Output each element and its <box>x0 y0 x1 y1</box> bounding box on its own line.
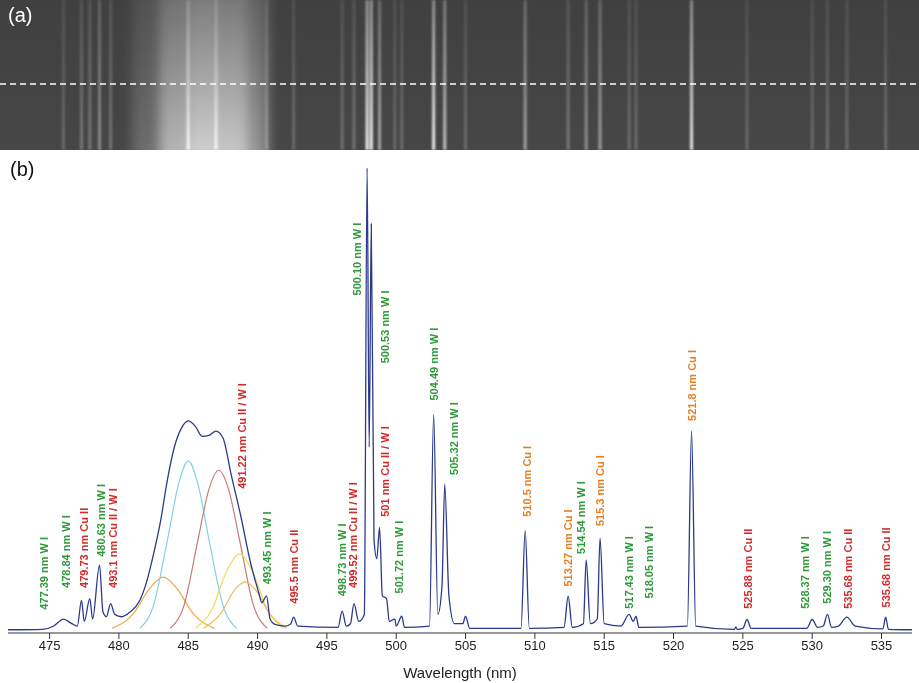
svg-text:520: 520 <box>663 638 685 653</box>
svg-text:510: 510 <box>524 638 546 653</box>
svg-text:535.68 nm Cu II: 535.68 nm Cu II <box>880 527 892 607</box>
svg-text:513.27 nm Cu I: 513.27 nm Cu I <box>562 509 574 586</box>
svg-text:525.88 nm Cu II: 525.88 nm Cu II <box>742 529 754 609</box>
svg-text:485: 485 <box>177 638 199 653</box>
svg-text:500.53 nm W I: 500.53 nm W I <box>379 291 391 364</box>
svg-text:535: 535 <box>871 638 893 653</box>
svg-text:528.37 nm W I: 528.37 nm W I <box>799 536 811 609</box>
svg-text:505: 505 <box>455 638 477 653</box>
svg-text:495.5 nm Cu II: 495.5 nm Cu II <box>288 530 300 604</box>
svg-text:515: 515 <box>593 638 615 653</box>
svg-text:521.8 nm Cu I: 521.8 nm Cu I <box>686 350 698 421</box>
svg-text:491.22 nm Cu II / W I: 491.22 nm Cu II / W I <box>236 383 248 489</box>
svg-text:477.39 nm W I: 477.39 nm W I <box>38 537 50 610</box>
svg-text:501.72 nm W I: 501.72 nm W I <box>393 521 405 594</box>
svg-text:499.52 nm Cu II / W I: 499.52 nm Cu II / W I <box>347 482 359 588</box>
svg-text:480.63 nm W I: 480.63 nm W I <box>95 484 107 557</box>
svg-text:500: 500 <box>385 638 407 653</box>
svg-text:495: 495 <box>316 638 338 653</box>
svg-text:Wavelength (nm): Wavelength (nm) <box>403 664 517 681</box>
svg-text:514.54 nm W I: 514.54 nm W I <box>575 481 587 554</box>
svg-text:479.73 nm Cu II: 479.73 nm Cu II <box>78 508 90 588</box>
svg-text:480: 480 <box>108 638 130 653</box>
html-text:(b): (b) <box>10 158 35 180</box>
svg-text:478.84 nm W I: 478.84 nm W I <box>60 515 72 588</box>
svg-text:493.45 nm W I: 493.45 nm W I <box>261 511 273 584</box>
html-text:(a): (a) <box>8 4 33 26</box>
svg-text:498.73 nm W I: 498.73 nm W I <box>336 523 349 597</box>
svg-text:525: 525 <box>732 638 754 653</box>
svg-text:515.3 nm Cu I: 515.3 nm Cu I <box>594 455 606 526</box>
svg-text:501 nm Cu II / W I: 501 nm Cu II / W I <box>379 426 391 516</box>
svg-text:530: 530 <box>801 638 823 653</box>
svg-text:535.68 nm Cu II: 535.68 nm Cu II <box>842 529 854 609</box>
svg-text:504.49 nm W I: 504.49 nm W I <box>428 328 440 401</box>
svg-text:510.5 nm Cu I: 510.5 nm Cu I <box>521 446 533 517</box>
svg-text:517.43 nm W I: 517.43 nm W I <box>623 536 635 609</box>
svg-text:490: 490 <box>247 638 269 653</box>
svg-text:529.30 nm W I: 529.30 nm W I <box>821 531 833 604</box>
svg-text:518.05 nm W I: 518.05 nm W I <box>643 526 655 599</box>
svg-text:505.32 nm W I: 505.32 nm W I <box>448 402 460 475</box>
svg-text:493.1 nm Cu II / W I: 493.1 nm Cu II / W I <box>107 488 119 588</box>
svg-text:475: 475 <box>39 638 61 653</box>
svg-text:500.10 nm W I: 500.10 nm W I <box>351 223 363 296</box>
